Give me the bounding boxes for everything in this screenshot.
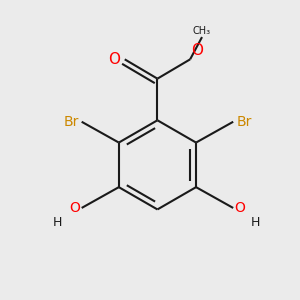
Text: O: O — [235, 201, 246, 215]
Text: O: O — [192, 43, 204, 58]
Text: Br: Br — [63, 115, 79, 129]
Text: H: H — [53, 216, 62, 229]
Text: O: O — [69, 201, 80, 215]
Text: H: H — [251, 216, 260, 229]
Text: Br: Br — [236, 115, 251, 129]
Text: CH₃: CH₃ — [193, 26, 211, 36]
Text: O: O — [108, 52, 120, 67]
